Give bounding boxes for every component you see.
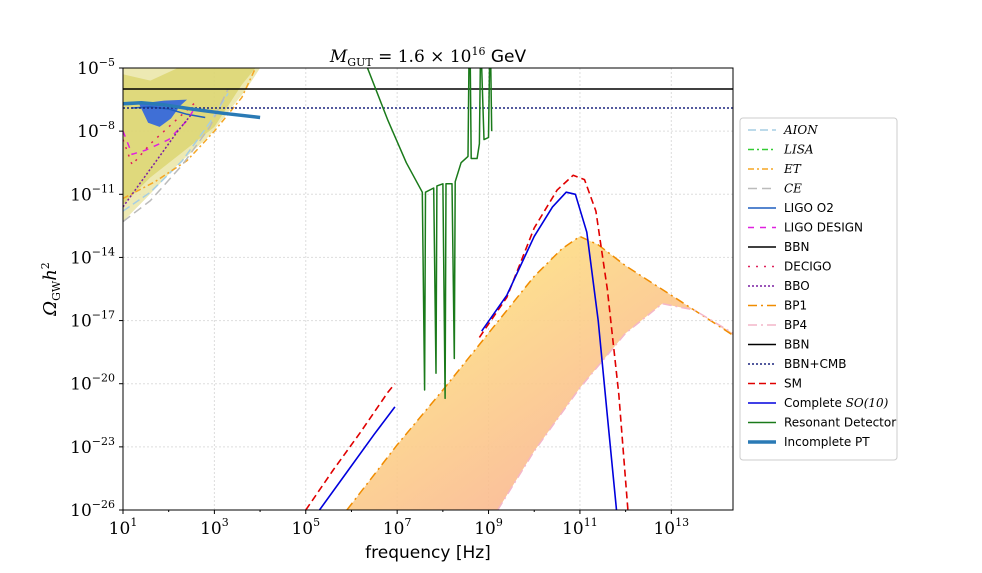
series-ligo-design [123, 105, 197, 156]
legend-label: Resonant Detector [784, 416, 896, 430]
x-tick-label: 109 [474, 516, 503, 539]
x-tick-label: 105 [291, 516, 320, 539]
title-eq: = 1.6 × 10 [373, 47, 472, 67]
y-tick-label: 10−8 [77, 119, 115, 142]
series-sm [478, 174, 629, 510]
legend-label: LISA [783, 143, 814, 157]
legend-label: DECIGO [784, 260, 831, 274]
series-incomplete-pt [123, 100, 261, 120]
series-sm [305, 383, 396, 510]
shaded-regions [123, 68, 733, 510]
legend-label: LIGO DESIGN [784, 221, 863, 235]
legend-label: BBN+CMB [784, 357, 846, 371]
y-tick-label: 10−17 [70, 309, 115, 332]
legend-label: BP4 [784, 318, 807, 332]
legend-label: AION [783, 123, 818, 137]
legend-label: BBN [784, 240, 809, 254]
legend-label: BP1 [784, 299, 807, 313]
y-label-tail: h [40, 269, 61, 281]
series-complete-so-10- [481, 191, 618, 510]
y-tick-label: 10−5 [77, 56, 115, 79]
y-tick-label: 10−26 [70, 498, 115, 521]
legend-label: Complete SO(10) [784, 396, 889, 410]
x-tick-label: 107 [383, 516, 412, 539]
x-tick-label: 101 [109, 516, 138, 539]
x-axis-ticks: 101 103 105 107 109 1011 1013 [109, 510, 689, 539]
y-tick-label: 10−14 [70, 245, 115, 268]
series-decigo [123, 101, 197, 166]
title-sup: 16 [471, 45, 485, 58]
x-tick-label: 1013 [653, 516, 689, 539]
legend-label: CE [784, 182, 802, 196]
legend-label: BBN [784, 338, 809, 352]
series-et [123, 68, 257, 200]
chart-title: MGUT = 1.6 × 1016 GeV [329, 45, 527, 69]
legend-label: LIGO O2 [784, 201, 834, 215]
title-prefix: M [329, 47, 348, 67]
x-axis-label: frequency [Hz] [365, 543, 491, 563]
legend-label: Incomplete PT [784, 435, 870, 449]
series-lines [123, 68, 733, 510]
title-unit: GeV [485, 47, 526, 67]
series-complete-so-10- [318, 406, 396, 510]
y-tick-label: 10−11 [70, 182, 115, 205]
y-axis-ticks: 10−5 10−8 10−11 10−14 10−17 10−20 10−23 10−26 [70, 56, 123, 521]
y-label-sub: GW [50, 280, 63, 301]
series-bp4 [497, 302, 733, 510]
x-tick-label: 1011 [562, 516, 598, 539]
series-bbo [123, 113, 193, 208]
y-label-main: Ω [40, 301, 61, 317]
series-bp1 [346, 235, 733, 510]
y-tick-label: 10−20 [70, 372, 115, 395]
legend-label: SM [784, 377, 802, 391]
y-axis-label: ΩGWh2 [39, 262, 63, 317]
x-tick-label: 103 [200, 516, 229, 539]
title-sub: GUT [347, 56, 373, 69]
plot-frame [122, 67, 734, 511]
gw-spectrum-band [346, 236, 733, 510]
series-resonant-detector [366, 68, 493, 400]
series-ce [123, 88, 229, 223]
y-tick-label: 10−23 [70, 435, 115, 458]
legend-box [739, 117, 898, 461]
legend-label: BBO [784, 279, 810, 293]
legend: AION LISA ET CE LIGO O2 LIGO DESIGN BBN DECIGO B… [739, 117, 898, 461]
legend-label: ET [783, 162, 802, 176]
y-label-sup: 2 [39, 262, 52, 269]
